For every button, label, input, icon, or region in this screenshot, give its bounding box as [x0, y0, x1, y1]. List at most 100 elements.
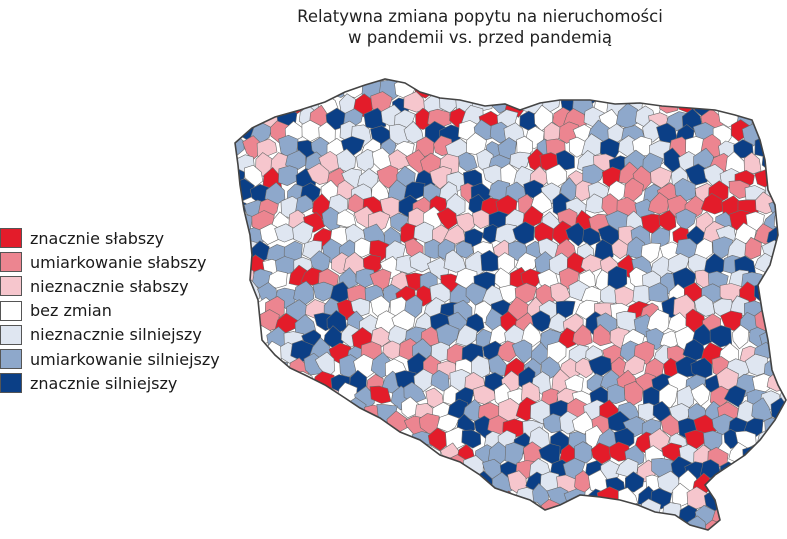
- county-region: [251, 412, 275, 438]
- county-region: [360, 429, 383, 455]
- county-region: [274, 80, 296, 101]
- county-region: [535, 79, 558, 99]
- county-region: [243, 401, 263, 427]
- county-region: [609, 499, 629, 527]
- county-region: [762, 298, 784, 319]
- county-region: [239, 426, 262, 450]
- county-region: [243, 337, 266, 364]
- county-region: [494, 518, 516, 530]
- county-region: [382, 340, 403, 360]
- county-region: [291, 456, 312, 480]
- county-region: [283, 79, 304, 84]
- county-region: [235, 207, 240, 232]
- county-region: [335, 505, 355, 526]
- legend-swatch: [0, 252, 22, 273]
- county-region: [235, 484, 247, 511]
- county-region: [254, 445, 276, 467]
- legend-label: umiarkowanie silniejszy: [30, 349, 220, 369]
- county-region: [483, 79, 506, 101]
- county-region: [622, 79, 647, 87]
- county-region: [694, 294, 716, 317]
- county-region: [367, 79, 389, 84]
- county-region: [312, 281, 334, 302]
- county-region: [421, 79, 441, 84]
- county-region: [235, 372, 243, 394]
- county-region: [531, 310, 553, 333]
- county-region: [511, 79, 530, 85]
- county-region: [777, 442, 786, 464]
- county-region: [690, 79, 713, 86]
- county-region: [719, 79, 739, 101]
- county-region: [769, 79, 786, 99]
- county-region: [767, 521, 786, 530]
- county-region: [243, 460, 262, 481]
- county-region: [603, 516, 623, 530]
- county-region: [439, 474, 462, 498]
- county-region: [411, 457, 436, 480]
- county-region: [659, 79, 682, 85]
- county-region: [719, 486, 739, 507]
- county-region: [235, 497, 241, 525]
- county-region: [293, 400, 315, 425]
- county-region: [235, 474, 241, 499]
- county-region: [390, 79, 409, 82]
- county-region: [507, 470, 527, 493]
- county-region: [443, 505, 462, 530]
- county-region: [268, 79, 286, 83]
- county-region: [329, 399, 352, 423]
- county-region: [309, 488, 331, 510]
- county-region: [497, 80, 520, 104]
- county-region: [327, 455, 351, 480]
- county-region: [771, 487, 786, 510]
- county-region: [316, 472, 338, 494]
- county-region: [329, 512, 354, 530]
- county-region: [295, 194, 314, 214]
- county-region: [278, 427, 298, 451]
- county-region: [284, 382, 309, 406]
- county-region: [252, 389, 274, 413]
- county-region: [436, 79, 460, 90]
- legend-label: nieznacznie silniejszy: [30, 325, 202, 345]
- map-title-line1: Relatywna zmiana popytu na nieruchomości: [297, 7, 663, 26]
- county-region: [481, 490, 505, 512]
- county-region: [235, 519, 249, 530]
- county-region: [771, 428, 786, 451]
- county-region: [412, 488, 435, 508]
- county-region: [235, 242, 242, 262]
- county-region: [472, 502, 495, 521]
- county-region: [269, 448, 291, 469]
- county-region: [339, 470, 360, 495]
- county-region: [454, 502, 474, 529]
- county-region: [269, 412, 294, 436]
- county-region: [648, 282, 669, 303]
- county-region: [721, 521, 742, 530]
- county-region: [310, 81, 331, 104]
- county-region: [301, 473, 322, 498]
- county-region: [295, 428, 319, 449]
- county-region: [466, 132, 487, 155]
- county-region: [647, 79, 669, 102]
- county-region: [265, 500, 289, 525]
- legend-label: znacznie silniejszy: [30, 373, 178, 393]
- county-region: [616, 79, 638, 98]
- county-region: [760, 124, 783, 147]
- county-region: [781, 269, 786, 292]
- county-region: [744, 79, 766, 84]
- county-region: [463, 517, 486, 530]
- county-region: [458, 473, 480, 497]
- county-region: [235, 265, 242, 291]
- county-region: [258, 371, 278, 396]
- county-region: [235, 500, 256, 522]
- county-region: [373, 501, 396, 523]
- county-region: [287, 470, 310, 496]
- county-region: [267, 270, 288, 289]
- county-region: [581, 515, 604, 530]
- county-region: [235, 459, 246, 484]
- county-region: [732, 324, 750, 350]
- county-region: [729, 79, 751, 87]
- county-region: [257, 399, 279, 418]
- county-region: [389, 474, 409, 498]
- county-region: [771, 254, 786, 275]
- county-region: [510, 507, 529, 526]
- county-region: [744, 497, 766, 524]
